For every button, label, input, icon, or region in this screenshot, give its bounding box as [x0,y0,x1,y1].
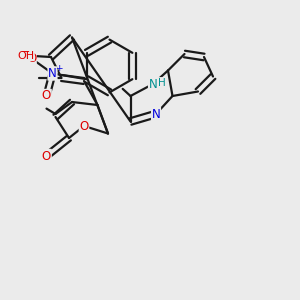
Text: H: H [158,77,166,88]
Text: OH: OH [17,50,34,61]
Text: O: O [80,119,88,133]
Text: N: N [152,107,160,121]
Text: +: + [55,64,63,73]
Text: N: N [48,67,57,80]
Text: O: O [42,89,51,103]
Text: −: − [21,47,30,58]
Text: O: O [27,52,36,65]
Text: O: O [42,149,51,163]
Text: N: N [148,77,158,91]
